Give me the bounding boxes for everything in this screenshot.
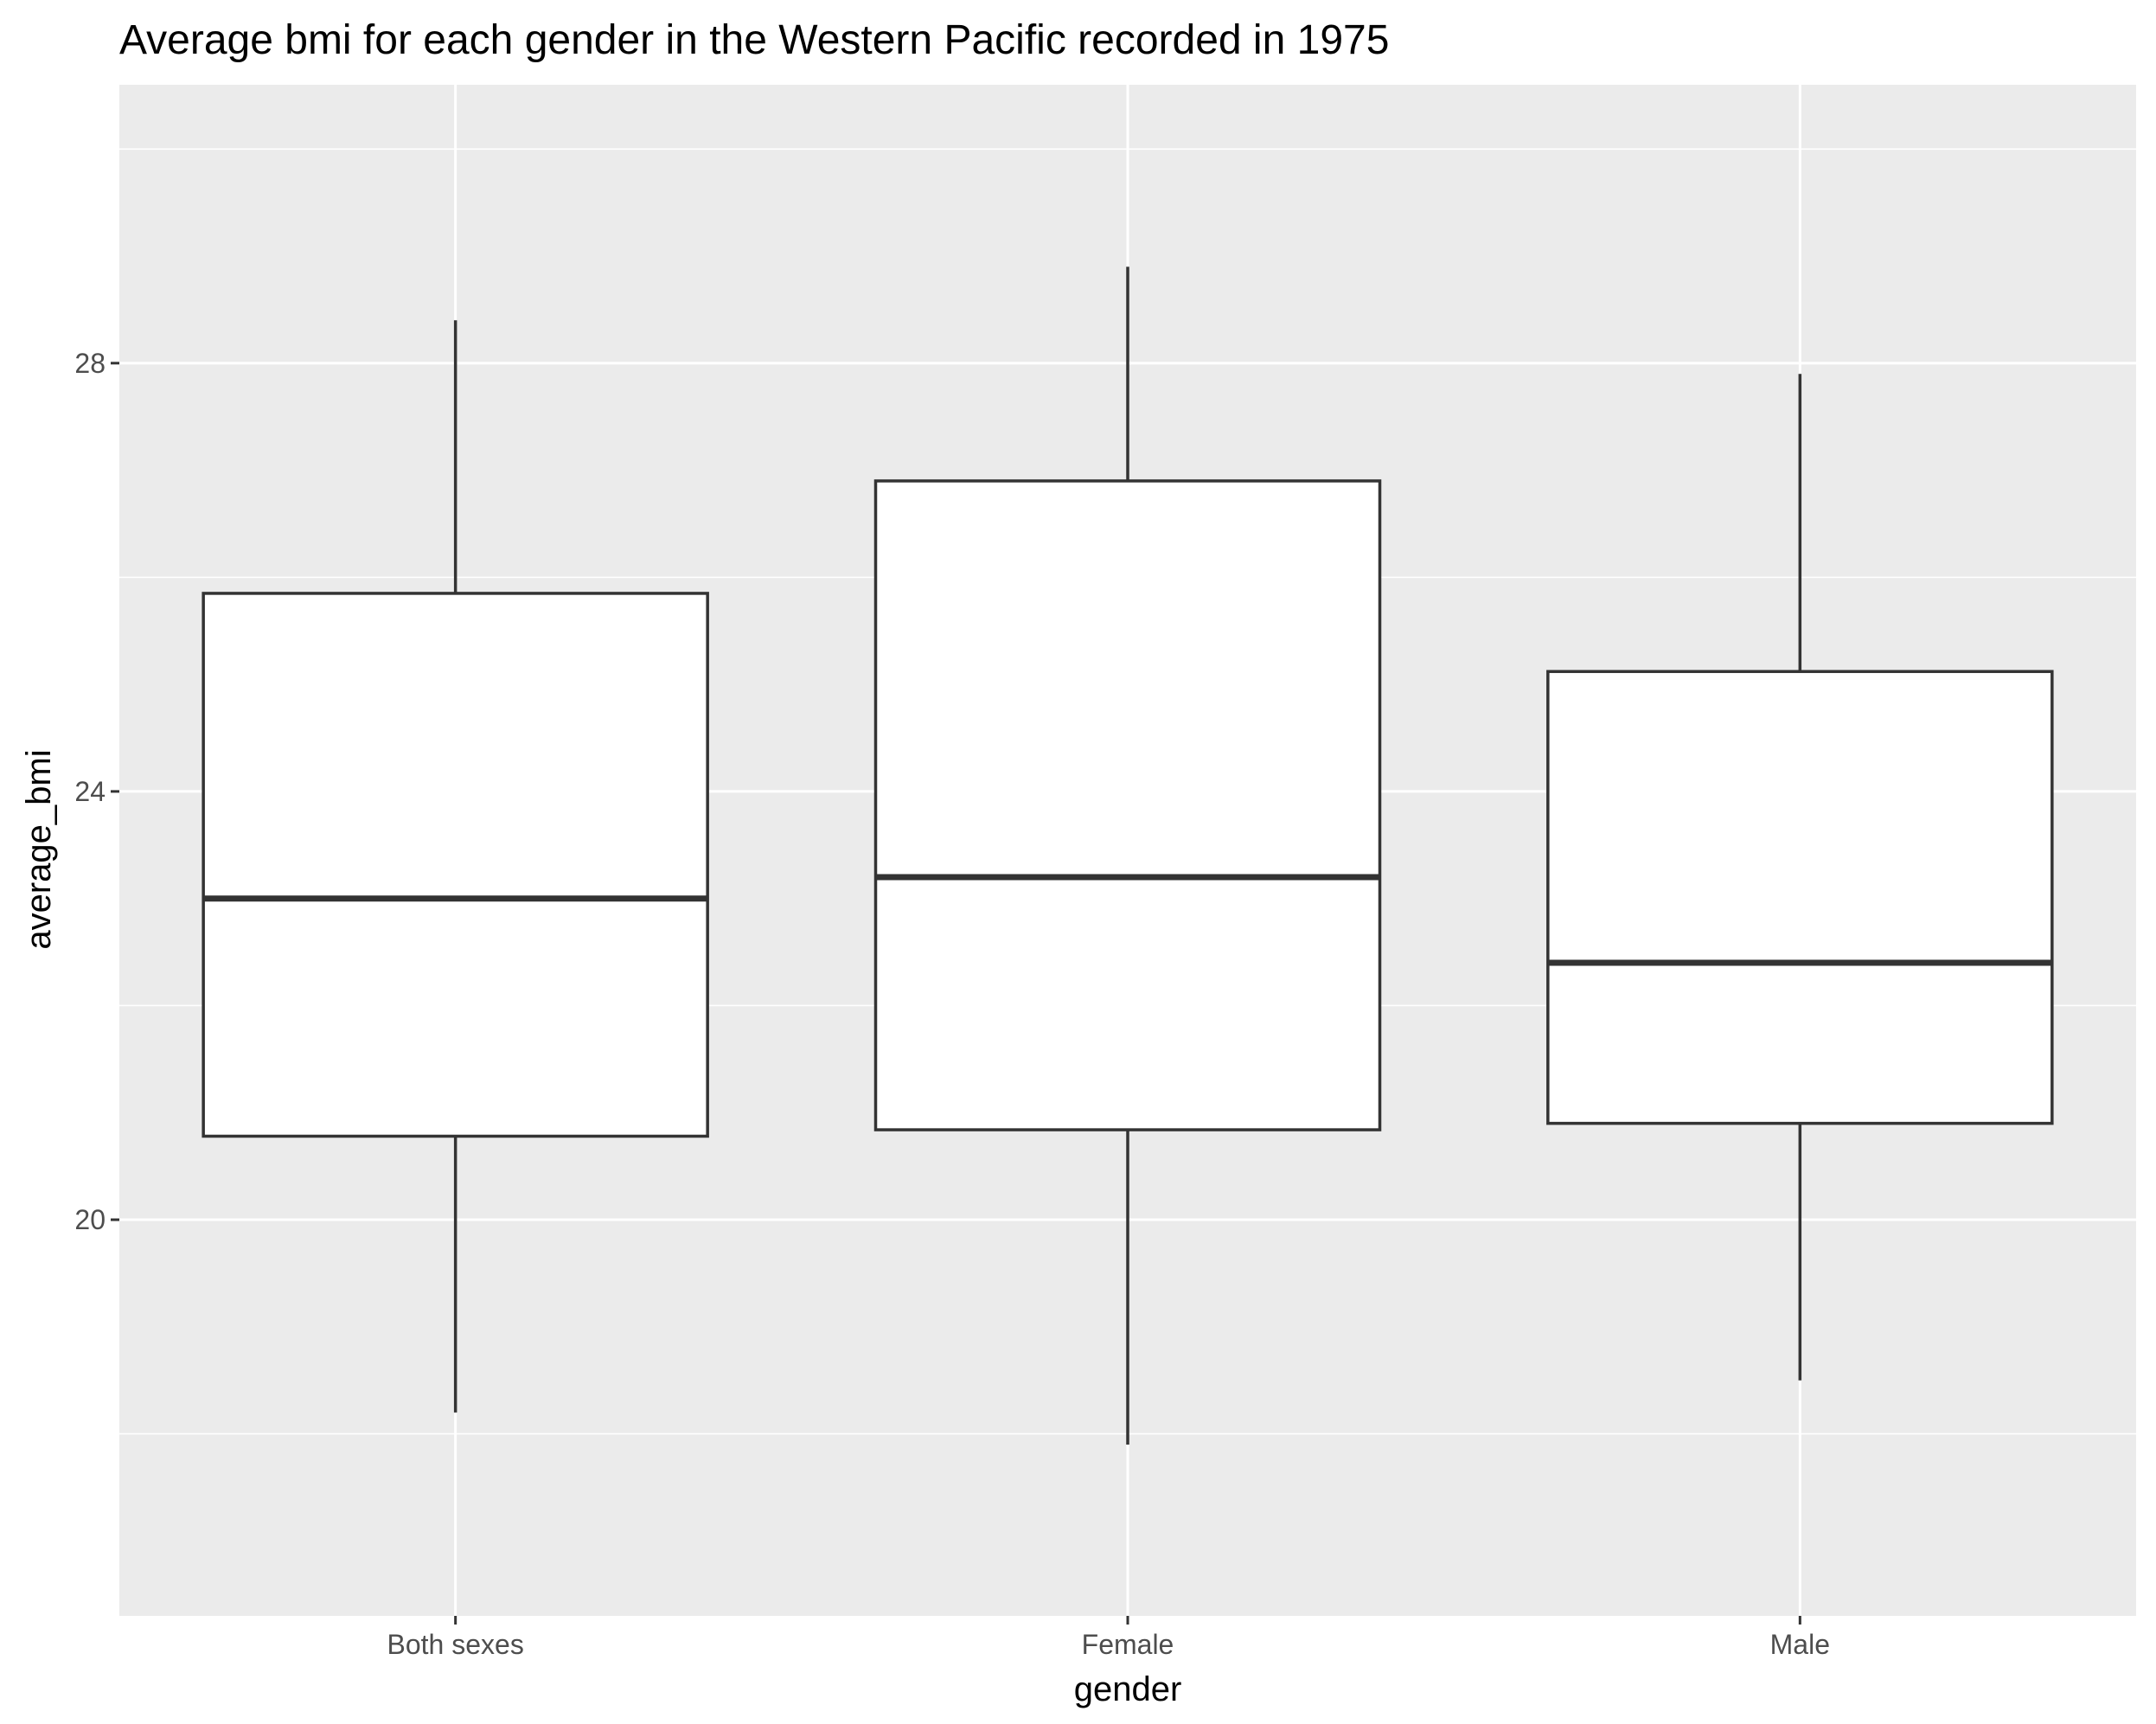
y-tick-label: 24: [74, 776, 106, 807]
box-iqr: [202, 592, 709, 1138]
x-tick-label: Both sexes: [387, 1629, 524, 1660]
x-tick-label: Male: [1770, 1629, 1830, 1660]
x-axis-title: gender: [1074, 1670, 1182, 1708]
box-iqr: [1546, 670, 2054, 1125]
boxes-layer: [202, 266, 2054, 1445]
box-both-sexes: [202, 320, 709, 1413]
y-axis: 20 24 28: [74, 348, 119, 1235]
box-female: [873, 266, 1382, 1445]
chart-title: Average bmi for each gender in the Weste…: [119, 17, 1389, 63]
y-tick-label: 28: [74, 348, 106, 379]
box-male: [1546, 374, 2054, 1381]
x-axis: Both sexes Female Male: [387, 1616, 1830, 1660]
y-tick-label: 20: [74, 1204, 106, 1235]
box-iqr: [873, 479, 1382, 1131]
x-tick-label: Female: [1082, 1629, 1174, 1660]
y-axis-title: average_bmi: [20, 749, 58, 949]
